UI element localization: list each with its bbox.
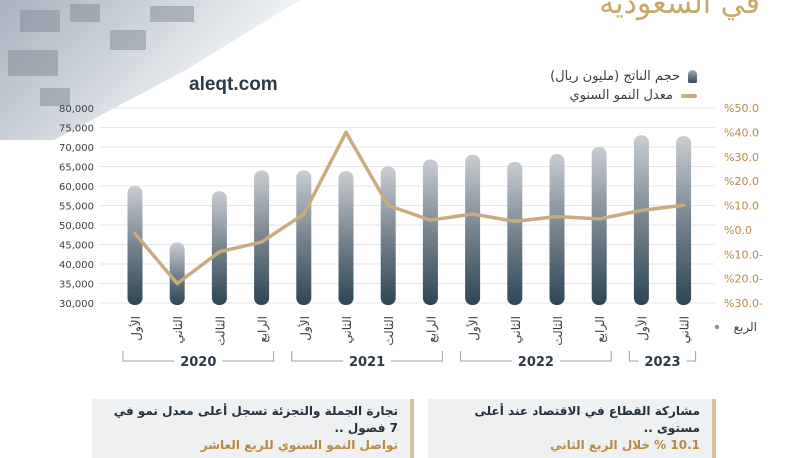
category-label: الثالث — [551, 316, 565, 346]
category-label: الثاني — [509, 316, 523, 344]
site-url: aleqt.com — [189, 74, 278, 95]
growth-point — [386, 203, 390, 208]
year-bracket-left — [460, 351, 512, 362]
year-bracket-right — [559, 351, 612, 362]
bar — [169, 242, 185, 305]
left-axis-tick-label: 80,000 — [59, 104, 94, 115]
right-axis-tick-label: %50.0 — [724, 102, 759, 115]
year-label: 2021 — [349, 355, 385, 370]
left-axis-tick-label: 65,000 — [59, 163, 94, 174]
bar — [296, 170, 312, 305]
x-axis-title: الربع — [734, 320, 757, 335]
growth-point — [428, 218, 432, 222]
bar — [676, 136, 692, 305]
category-label: الثاني — [340, 316, 354, 344]
x-axis-title-bullet — [714, 324, 720, 330]
growth-point — [639, 208, 644, 212]
year-bracket-left — [291, 351, 344, 362]
bar — [633, 135, 649, 305]
category-label: الأول — [128, 316, 144, 341]
growth-point — [471, 212, 475, 216]
right-axis-tick-label: %30.0- — [724, 297, 763, 310]
growth-point — [344, 130, 348, 134]
category-label: الرابع — [424, 316, 439, 343]
right-axis-tick-label: %20.0- — [724, 273, 763, 286]
note-2-line1: تجارة الجملة والتجزئة تسجل أعلى معدل نمو… — [113, 404, 398, 435]
legend-bars-label: حجم الناتج (مليون ريال) — [550, 69, 680, 84]
bar — [422, 159, 438, 305]
left-axis-tick-label: 75,000 — [59, 124, 94, 135]
growth-point — [513, 219, 517, 223]
note-box-2: تجارة الجملة والتجزئة تسجل أعلى معدل نمو… — [92, 399, 414, 458]
growth-point — [260, 240, 264, 244]
category-label: الثالث — [382, 316, 396, 346]
legend-item-line: معدل النمو السنوي — [570, 88, 697, 103]
legend-line-label: معدل النمو السنوي — [569, 88, 673, 103]
bar — [507, 161, 523, 305]
bar-legend-swatch — [688, 70, 697, 83]
growth-point — [682, 203, 686, 207]
note-1-line1: مشاركة القطاع في الاقتصاد عند أعلى مستوى… — [474, 404, 700, 435]
legend-item-bars: حجم الناتج (مليون ريال) — [550, 69, 697, 84]
year-bracket-right — [686, 351, 697, 362]
left-axis-tick-label: 35,000 — [59, 280, 94, 291]
bar — [254, 170, 270, 305]
year-label: 2022 — [518, 355, 554, 370]
bar — [380, 166, 396, 305]
category-label: الثاني — [678, 316, 692, 344]
right-axis-tick-label: %30.0 — [724, 151, 759, 164]
category-label: الرابع — [256, 316, 271, 343]
left-axis-tick-label: 55,000 — [59, 202, 94, 213]
category-label: الثاني — [171, 316, 185, 344]
line-legend-swatch — [681, 93, 697, 98]
growth-point — [555, 214, 559, 219]
left-axis-tick-label: 70,000 — [59, 143, 94, 154]
right-axis-tick-label: %10.0 — [724, 200, 759, 213]
left-axis-tick-label: 45,000 — [59, 241, 94, 252]
bar — [127, 186, 143, 305]
page-title: في السعودية — [599, 0, 760, 21]
year-bracket-left — [628, 351, 639, 362]
category-label: الأول — [466, 316, 482, 341]
left-axis-tick-label: 40,000 — [59, 260, 94, 271]
bar — [465, 154, 481, 305]
right-axis-tick-label: %10.0- — [724, 248, 763, 261]
left-axis-tick-label: 30,000 — [59, 299, 94, 310]
year-bracket-right — [391, 351, 443, 362]
bar — [338, 171, 354, 305]
year-bracket-left — [122, 351, 175, 362]
right-axis-tick-label: %20.0 — [724, 175, 759, 188]
category-label: الأول — [297, 316, 313, 341]
growth-point — [302, 212, 306, 216]
category-label: الثالث — [213, 316, 227, 346]
right-axis-tick-label: %0.0 — [724, 224, 752, 237]
year-label: 2023 — [644, 355, 680, 370]
growth-point — [133, 231, 137, 236]
growth-point — [217, 250, 221, 254]
bar — [211, 191, 227, 305]
left-axis-tick-label: 60,000 — [59, 182, 94, 193]
growth-line — [133, 130, 686, 286]
category-label: الرابع — [593, 316, 608, 343]
growth-point — [597, 217, 601, 221]
year-bracket-right — [222, 351, 275, 362]
bar — [591, 147, 607, 305]
year-label: 2020 — [180, 355, 216, 370]
growth-point — [175, 281, 179, 286]
bar — [549, 154, 565, 305]
category-label: الأول — [634, 316, 650, 341]
left-axis-tick-label: 50,000 — [59, 221, 94, 232]
right-axis-tick-label: %40.0 — [724, 126, 759, 139]
note-box-1: مشاركة القطاع في الاقتصاد عند أعلى مستوى… — [428, 399, 716, 458]
chart: 30,000 35,000 40,000 45,000 50,000 55,000 60,0… — [59, 102, 763, 370]
